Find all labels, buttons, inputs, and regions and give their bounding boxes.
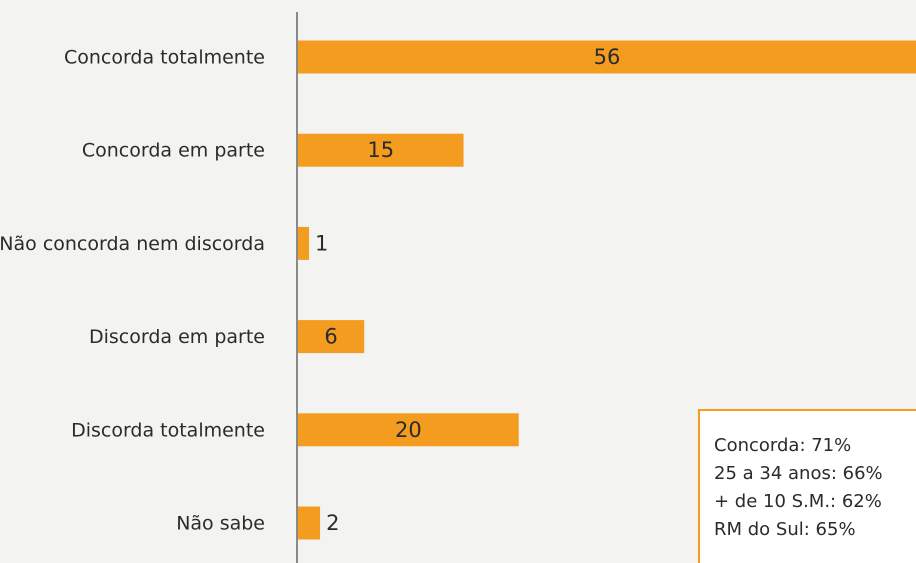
category-label: Concorda em parte	[82, 140, 265, 162]
value-label: 1	[315, 231, 328, 255]
annotation-line: 25 a 34 anos: 66%	[714, 463, 883, 484]
value-label: 2	[326, 511, 339, 535]
annotation-box	[698, 409, 916, 563]
bar	[298, 133, 464, 167]
value-label: 56	[594, 45, 621, 69]
bar	[298, 413, 519, 447]
bar	[298, 226, 310, 260]
category-label: Discorda totalmente	[71, 419, 265, 441]
bar	[298, 320, 365, 354]
category-label: Discorda em parte	[89, 326, 265, 348]
annotation-line: Concorda: 71%	[714, 435, 851, 456]
category-label: Não concorda nem discorda	[0, 233, 265, 255]
category-label: Concorda totalmente	[64, 47, 265, 69]
annotation-line: RM do Sul: 65%	[714, 519, 856, 540]
value-label: 15	[367, 138, 394, 162]
category-label: Não sabe	[176, 513, 265, 535]
value-label: 6	[324, 325, 337, 349]
bar	[298, 506, 321, 540]
annotation-line: + de 10 S.M.: 62%	[714, 491, 882, 512]
bar	[298, 40, 916, 74]
value-label: 20	[395, 418, 422, 442]
